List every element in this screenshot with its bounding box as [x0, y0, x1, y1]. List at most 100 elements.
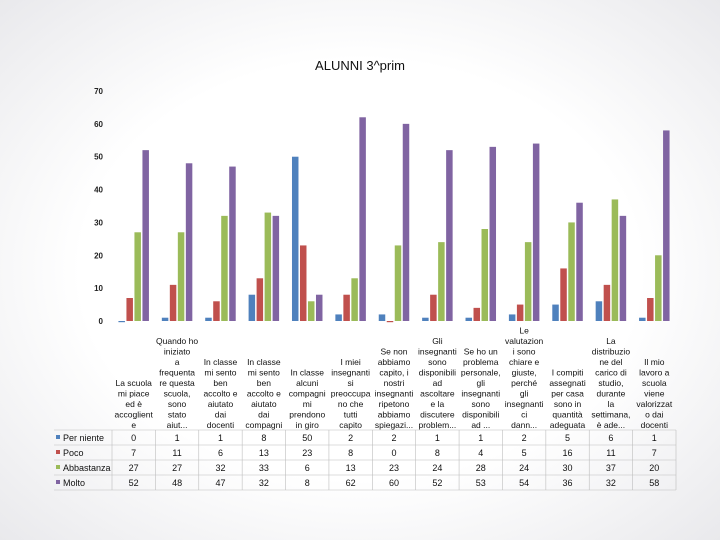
data-label: 50: [302, 433, 312, 443]
bar-poco: [473, 307, 481, 321]
legend-swatch: [56, 480, 60, 484]
data-label: 36: [563, 478, 573, 488]
bar-abbastanza: [394, 245, 402, 321]
bar-abbastanza: [481, 229, 489, 321]
category-label: In classe alcuni compagni mi prendono in giro: [289, 368, 326, 431]
bar-abbastanza: [438, 242, 445, 321]
data-label: 32: [259, 478, 269, 488]
bar-per-niente: [465, 317, 473, 321]
y-tick-label: 40: [94, 186, 103, 195]
data-label: 30: [563, 463, 573, 473]
data-label: 53: [476, 478, 486, 488]
data-label: 24: [432, 463, 442, 473]
data-label: 8: [305, 478, 310, 488]
category-label: I compiti assegnati per casa sono in quantit…: [549, 368, 585, 431]
data-label: 62: [346, 478, 356, 488]
data-label: 20: [649, 463, 659, 473]
data-label: 32: [606, 478, 616, 488]
data-label: 60: [389, 478, 399, 488]
bar-per-niente: [161, 317, 169, 321]
y-tick-label: 10: [94, 284, 103, 293]
bar-abbastanza: [524, 242, 532, 321]
bar-per-niente: [639, 317, 646, 321]
bar-poco: [299, 245, 307, 321]
bar-per-niente: [378, 314, 386, 321]
data-label: 5: [522, 448, 527, 458]
category-label: La distribuzio ne del carico di studio, duran…: [591, 336, 630, 430]
category-label: Il mio lavoro a scuola viene valorizzat o dai…: [636, 357, 673, 430]
data-label: 8: [435, 448, 440, 458]
chart-title: ALUNNI 3^prim: [315, 58, 405, 73]
y-tick-label: 50: [94, 153, 103, 162]
bar-per-niente: [205, 317, 212, 321]
y-tick-label: 70: [94, 87, 103, 96]
bar-per-niente: [118, 321, 125, 323]
bar-poco: [603, 284, 611, 321]
bar-poco: [386, 321, 394, 323]
bar-per-niente: [248, 294, 256, 321]
data-label: 4: [478, 448, 483, 458]
bar-per-niente: [422, 317, 429, 321]
data-label: 32: [215, 463, 225, 473]
data-label: 28: [476, 463, 486, 473]
bar-molto: [663, 130, 670, 321]
data-label: 2: [391, 433, 396, 443]
bar-molto: [532, 143, 540, 321]
category-label: In classe mi sento ben accolto e aiutato dai d…: [203, 357, 237, 430]
bar-abbastanza: [307, 301, 315, 321]
bar-per-niente: [335, 314, 342, 321]
legend-swatch: [56, 435, 60, 439]
bar-molto: [185, 163, 193, 321]
data-label: 23: [302, 448, 312, 458]
bar-poco: [647, 298, 654, 321]
data-label: 0: [391, 448, 396, 458]
bar-molto: [142, 150, 149, 321]
data-label: 1: [478, 433, 483, 443]
bar-molto: [489, 146, 497, 321]
data-label: 6: [218, 448, 223, 458]
bar-poco: [213, 301, 220, 321]
category-label: Le valutazion i sono chiare e giuste, perché g…: [505, 326, 544, 431]
bar-molto: [359, 117, 366, 321]
data-label: 27: [172, 463, 182, 473]
bar-molto: [315, 294, 323, 321]
data-label: 13: [259, 448, 269, 458]
bar-poco: [560, 268, 567, 321]
category-label: La scuola mi piace ed è accoglient e: [115, 378, 154, 430]
data-label: 8: [348, 448, 353, 458]
data-label: 2: [348, 433, 353, 443]
data-label: 37: [606, 463, 616, 473]
bar-abbastanza: [351, 278, 358, 321]
data-label: 1: [652, 433, 657, 443]
legend-swatch: [56, 450, 60, 454]
data-label: 0: [131, 433, 136, 443]
data-label: 13: [346, 463, 356, 473]
legend-entry: Poco: [63, 448, 84, 458]
data-label: 1: [218, 433, 223, 443]
bar-abbastanza: [134, 232, 141, 321]
bar-poco: [169, 284, 177, 321]
bar-abbastanza: [177, 232, 185, 321]
bar-molto: [272, 215, 280, 321]
data-label: 58: [649, 478, 659, 488]
data-label: 8: [261, 433, 266, 443]
bar-per-niente: [595, 301, 603, 321]
bar-abbastanza: [655, 255, 662, 321]
bar-abbastanza: [611, 199, 619, 321]
data-label: 47: [215, 478, 225, 488]
legend-entry: Molto: [63, 478, 85, 488]
bar-poco: [343, 294, 350, 321]
category-label: Se ho un problema personale, gli insegnanti s…: [461, 347, 501, 431]
bar-molto: [576, 202, 583, 321]
data-label: 52: [129, 478, 139, 488]
data-label: 54: [519, 478, 529, 488]
data-label: 16: [563, 448, 573, 458]
legend-entry: Abbastanza: [63, 463, 111, 473]
data-label: 48: [172, 478, 182, 488]
y-tick-label: 30: [94, 218, 103, 227]
category-label: Se non abbiamo capito, i nostri insegnanti ri…: [375, 347, 414, 431]
y-tick-label: 20: [94, 251, 103, 260]
bar-per-niente: [291, 156, 299, 321]
